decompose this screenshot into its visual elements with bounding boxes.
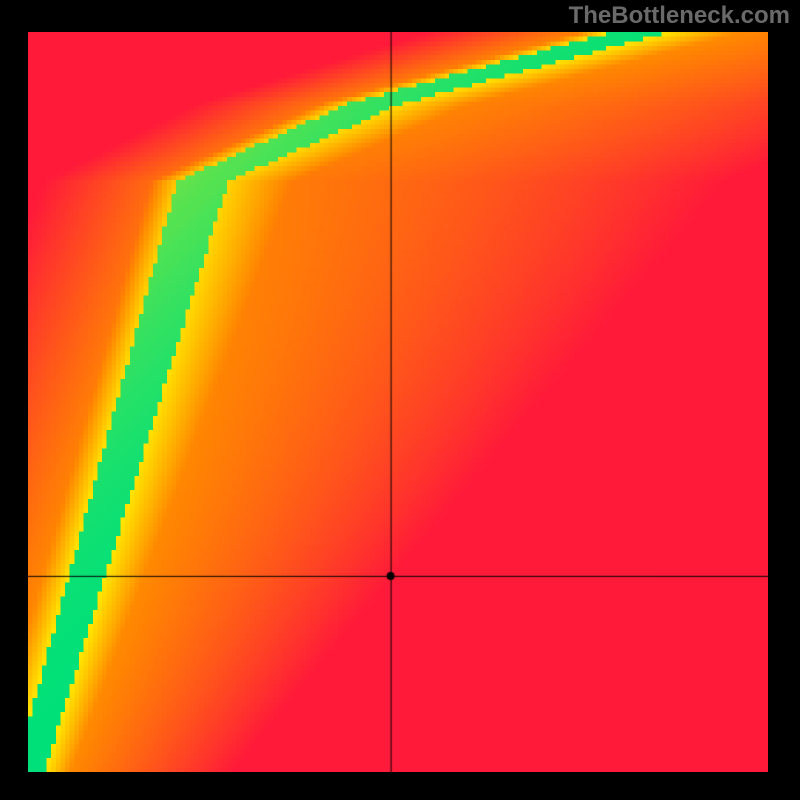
- chart-container: TheBottleneck.com: [0, 0, 800, 800]
- watermark-text: TheBottleneck.com: [569, 2, 790, 30]
- crosshair-overlay: [28, 32, 768, 772]
